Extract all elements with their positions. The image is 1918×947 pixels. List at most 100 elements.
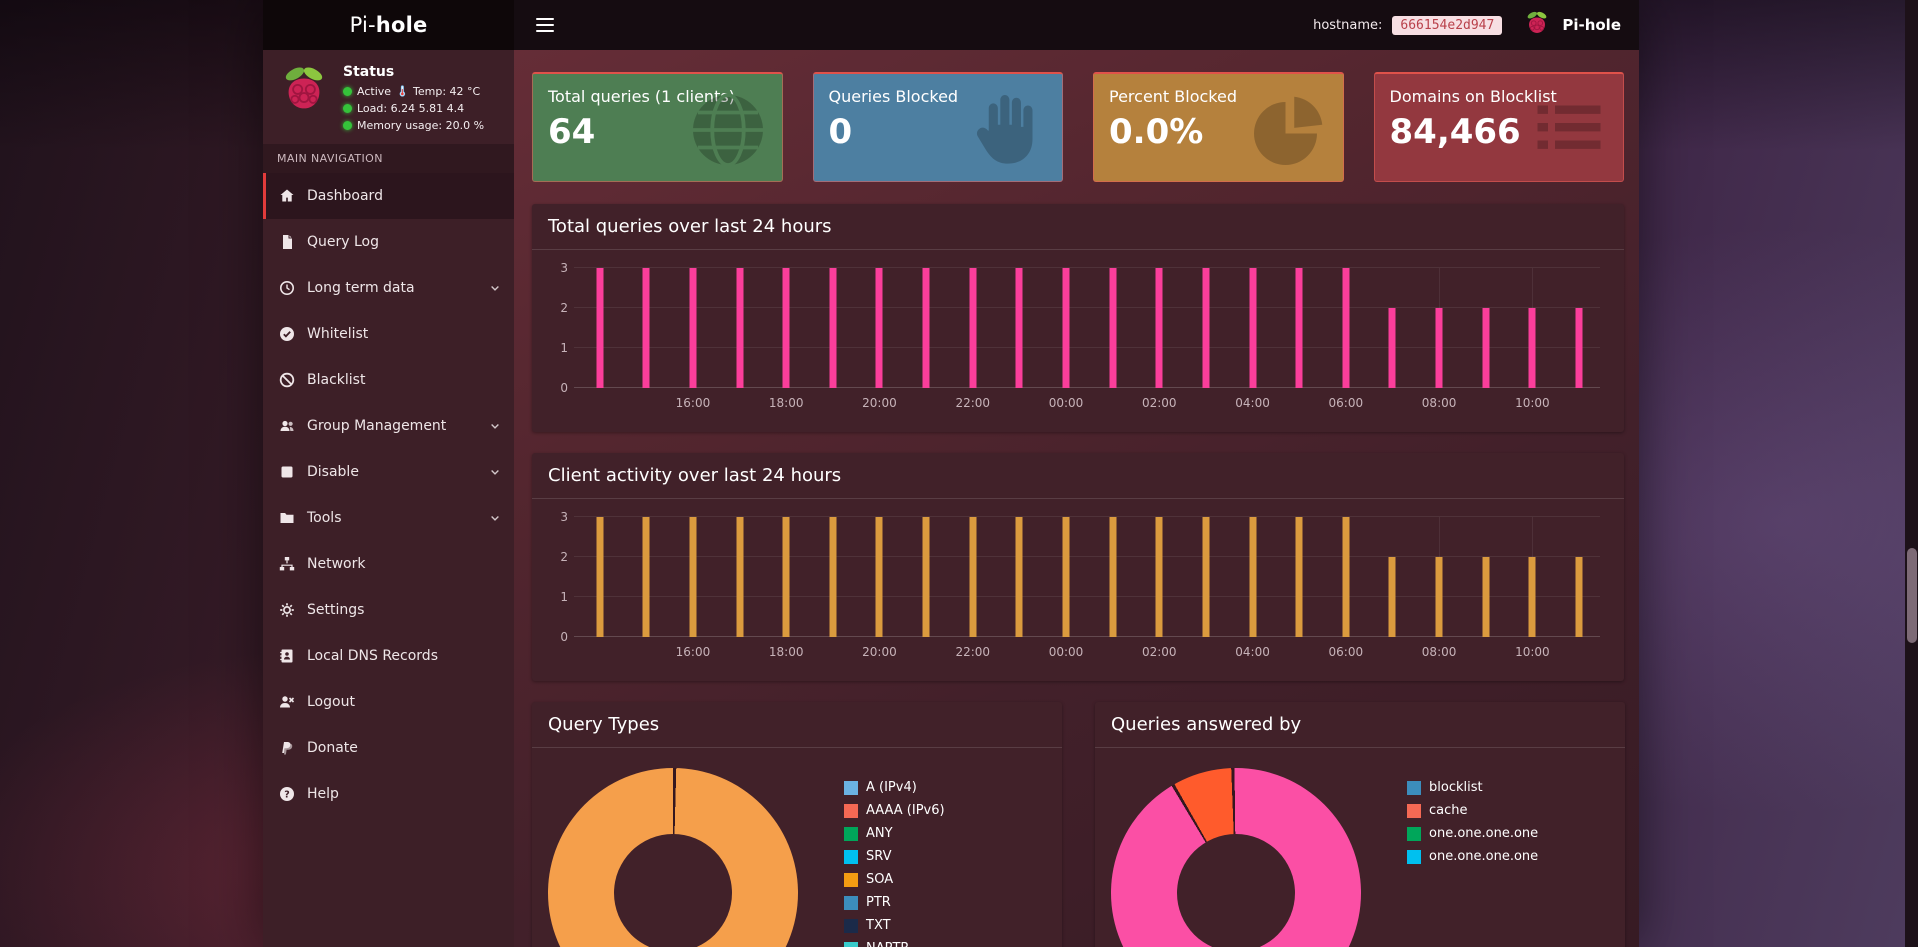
sidebar-item-label: Local DNS Records: [307, 648, 438, 664]
bar[interactable]: [782, 268, 790, 388]
bar[interactable]: [736, 268, 744, 388]
card-value: 0.0%: [1109, 112, 1204, 152]
sidebar-item-local-dns-records[interactable]: Local DNS Records: [263, 633, 514, 679]
browser-scrollbar-thumb[interactable]: [1906, 548, 1917, 643]
chart-legend: blocklist cache one.one.one.one one.one.one…: [1407, 780, 1538, 947]
sidebar-item-whitelist[interactable]: Whitelist: [263, 311, 514, 357]
sidebar-item-logout[interactable]: Logout: [263, 679, 514, 725]
sidebar-item-settings[interactable]: Settings: [263, 587, 514, 633]
bar[interactable]: [782, 517, 790, 637]
bar[interactable]: [596, 517, 604, 637]
bar[interactable]: [1528, 308, 1536, 388]
check-circle-icon: [279, 326, 296, 343]
x-tick-label: 08:00: [1421, 396, 1457, 410]
bar[interactable]: [1388, 308, 1396, 388]
queries-answered-by-donut[interactable]: [1111, 768, 1361, 947]
legend-label: cache: [1429, 803, 1468, 818]
bar[interactable]: [1109, 517, 1117, 637]
bar[interactable]: [1295, 517, 1303, 637]
bar[interactable]: [1155, 517, 1163, 637]
x-tick-label: 00:00: [1048, 645, 1084, 659]
bar[interactable]: [1015, 517, 1023, 637]
bar[interactable]: [969, 268, 977, 388]
gridline: [574, 347, 1600, 348]
sidebar-item-label: Long term data: [307, 280, 415, 296]
legend-label: SOA: [866, 872, 894, 887]
query-types-donut[interactable]: [548, 768, 798, 947]
bar[interactable]: [1295, 268, 1303, 388]
bar[interactable]: [1575, 308, 1583, 388]
bar[interactable]: [1202, 517, 1210, 637]
card-queries-blocked[interactable]: Queries Blocked 0: [812, 72, 1063, 182]
bar[interactable]: [922, 268, 930, 388]
sidebar-item-tools[interactable]: Tools: [263, 495, 514, 541]
bar[interactable]: [1575, 557, 1583, 637]
bar[interactable]: [689, 517, 697, 637]
bar[interactable]: [1062, 517, 1070, 637]
client-activity-chart[interactable]: 0 1 2 3 16:00 18:00 20:00 22:00 00:00 02:00 04:00 0…: [540, 510, 1610, 665]
bar[interactable]: [969, 517, 977, 637]
x-tick-label: 16:00: [675, 396, 711, 410]
bar[interactable]: [1528, 557, 1536, 637]
bar[interactable]: [922, 517, 930, 637]
bar[interactable]: [829, 517, 837, 637]
legend-item: PTR: [844, 895, 945, 910]
bar[interactable]: [1155, 268, 1163, 388]
bar[interactable]: [736, 517, 744, 637]
bar[interactable]: [1342, 517, 1350, 637]
bar[interactable]: [829, 268, 837, 388]
sidebar-item-disable[interactable]: Disable: [263, 449, 514, 495]
bar[interactable]: [875, 268, 883, 388]
legend-swatch: [1407, 849, 1421, 864]
card-total-queries-1-clients[interactable]: Total queries (1 clients) 64: [532, 72, 783, 182]
sidebar-item-label: Help: [307, 786, 339, 802]
bar[interactable]: [642, 517, 650, 637]
bar[interactable]: [875, 517, 883, 637]
bar[interactable]: [1435, 557, 1443, 637]
file-icon: [279, 234, 296, 251]
sidebar-item-dashboard[interactable]: Dashboard: [263, 173, 514, 219]
chevron-down-icon: [489, 282, 501, 294]
browser-scrollbar-track[interactable]: [1905, 0, 1918, 947]
bar[interactable]: [1109, 268, 1117, 388]
bar[interactable]: [596, 268, 604, 388]
bar[interactable]: [642, 268, 650, 388]
sidebar-item-donate[interactable]: Donate: [263, 725, 514, 771]
main-content: Total queries (1 clients) 64 Queries Block…: [514, 50, 1639, 947]
query-types-chart-area: A (IPv4) AAAA (IPv6) ANY SRV SOA PTR TXT NAPTR: [532, 748, 1062, 947]
sidebar-item-query-log[interactable]: Query Log: [263, 219, 514, 265]
bar[interactable]: [1062, 268, 1070, 388]
bar[interactable]: [1249, 268, 1257, 388]
card-label: Domains on Blocklist: [1389, 87, 1557, 106]
bar[interactable]: [1342, 268, 1350, 388]
bar[interactable]: [689, 268, 697, 388]
sidebar-item-long-term-data[interactable]: Long term data: [263, 265, 514, 311]
bar[interactable]: [1482, 308, 1490, 388]
sidebar-item-help[interactable]: ? Help: [263, 771, 514, 817]
brand[interactable]: Pi-hole: [263, 0, 514, 50]
bar[interactable]: [1202, 268, 1210, 388]
bar[interactable]: [1249, 517, 1257, 637]
brand-prefix: Pi-: [349, 13, 376, 37]
sidebar-item-group-management[interactable]: Group Management: [263, 403, 514, 449]
network-icon: [279, 556, 296, 573]
bar[interactable]: [1388, 557, 1396, 637]
app-name: Pi-hole: [1562, 16, 1621, 34]
bar[interactable]: [1015, 268, 1023, 388]
legend-item: SRV: [844, 849, 945, 864]
legend-label: AAAA (IPv6): [866, 803, 945, 818]
panel-title-query-types: Query Types: [532, 702, 1062, 748]
sidebar-toggle-button[interactable]: [532, 12, 558, 38]
bar[interactable]: [1435, 308, 1443, 388]
user-times-icon: [279, 694, 296, 711]
hostname-label: hostname:: [1313, 17, 1383, 33]
sidebar-item-network[interactable]: Network: [263, 541, 514, 587]
sidebar-item-blacklist[interactable]: Blacklist: [263, 357, 514, 403]
sidebar-item-label: Tools: [307, 510, 342, 526]
bar[interactable]: [1482, 557, 1490, 637]
panel-title-client-activity: Client activity over last 24 hours: [532, 453, 1624, 499]
card-percent-blocked[interactable]: Percent Blocked 0.0%: [1093, 72, 1344, 182]
total-queries-chart[interactable]: 0 1 2 3 16:00 18:00 20:00 22:00 00:00 02:00 04:00 0…: [540, 261, 1610, 416]
card-domains-on-blocklist[interactable]: Domains on Blocklist 84,466: [1373, 72, 1624, 182]
users-icon: [279, 418, 296, 435]
